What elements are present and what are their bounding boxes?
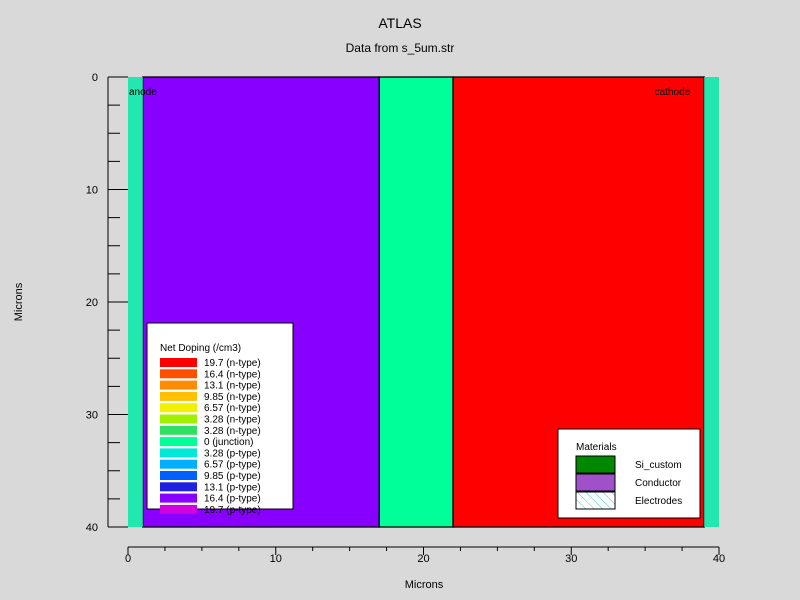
electrode-cathode bbox=[704, 77, 719, 527]
material-swatch bbox=[575, 473, 616, 492]
doping-swatch bbox=[160, 403, 197, 413]
doping-legend-label: 16.4 (p-type) bbox=[204, 494, 261, 505]
x-tick-label: 10 bbox=[270, 553, 282, 565]
material-label: Si_custom bbox=[635, 460, 682, 471]
x-tick-label: 40 bbox=[713, 553, 725, 565]
electrode-label-cathode: cathode bbox=[655, 87, 691, 98]
doping-legend-label: 0 (junction) bbox=[204, 437, 253, 448]
chart-title: ATLAS bbox=[378, 15, 421, 31]
material-swatch bbox=[575, 455, 616, 474]
doping-legend-label: 13.1 (n-type) bbox=[204, 381, 261, 392]
doping-swatch bbox=[160, 391, 197, 401]
doping-legend-label: 6.57 (n-type) bbox=[204, 403, 261, 414]
y-tick-label: 20 bbox=[86, 297, 98, 309]
material-swatch bbox=[575, 491, 616, 510]
doping-swatch bbox=[160, 425, 197, 435]
doping-legend-label: 3.28 (n-type) bbox=[204, 426, 261, 437]
doping-legend-title: Net Doping (/cm3) bbox=[160, 343, 241, 354]
y-tick-label: 40 bbox=[86, 522, 98, 534]
x-tick-label: 0 bbox=[125, 553, 131, 565]
x-axis-label: Microns bbox=[405, 579, 444, 591]
doping-legend-label: 19.7 (n-type) bbox=[204, 358, 261, 369]
doping-region-junction-region bbox=[378, 76, 454, 528]
doping-legend-label: 13.1 (p-type) bbox=[204, 482, 261, 493]
doping-legend-label: 16.4 (n-type) bbox=[204, 369, 261, 380]
x-tick-label: 20 bbox=[417, 553, 429, 565]
doping-swatch bbox=[160, 414, 197, 424]
doping-swatch bbox=[160, 358, 197, 367]
y-axis-label: Microns bbox=[13, 282, 25, 321]
doping-swatch bbox=[160, 482, 197, 492]
doping-swatch bbox=[160, 380, 197, 390]
doping-legend-label: 3.28 (p-type) bbox=[204, 448, 261, 459]
doping-swatch bbox=[160, 448, 197, 458]
electrode-anode bbox=[128, 77, 143, 527]
doping-swatch bbox=[160, 493, 197, 503]
material-label: Conductor bbox=[635, 478, 682, 489]
doping-swatch bbox=[160, 471, 197, 480]
doping-swatch bbox=[160, 459, 197, 469]
doping-legend-label: 9.85 (n-type) bbox=[204, 392, 261, 403]
doping-swatch bbox=[160, 504, 197, 514]
materials-legend-title: Materials bbox=[576, 442, 617, 453]
doping-legend-label: 9.85 (p-type) bbox=[204, 471, 261, 482]
y-tick-label: 0 bbox=[92, 72, 98, 84]
material-label: Electrodes bbox=[635, 496, 682, 507]
doping-legend-label: 6.57 (p-type) bbox=[204, 460, 261, 471]
y-tick-label: 30 bbox=[86, 410, 98, 422]
doping-swatch bbox=[160, 369, 197, 379]
doping-legend-label: 3.28 (n-type) bbox=[204, 415, 261, 426]
y-tick-label: 10 bbox=[86, 185, 98, 197]
electrode-label-anode: anode bbox=[129, 87, 157, 98]
doping-legend-label: 19.7 (p-type) bbox=[204, 505, 261, 516]
x-tick-label: 30 bbox=[565, 553, 577, 565]
chart-subtitle: Data from s_5um.str bbox=[346, 41, 455, 55]
doping-swatch bbox=[160, 437, 197, 447]
